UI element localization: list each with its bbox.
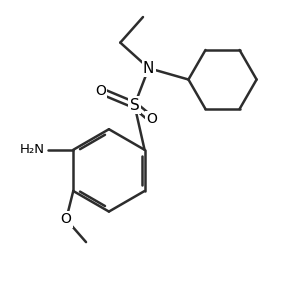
Text: H₂N: H₂N	[20, 143, 45, 156]
Text: O: O	[61, 212, 72, 226]
Text: O: O	[95, 84, 106, 98]
Text: S: S	[130, 98, 139, 112]
Text: O: O	[146, 112, 157, 126]
Text: N: N	[143, 61, 154, 76]
